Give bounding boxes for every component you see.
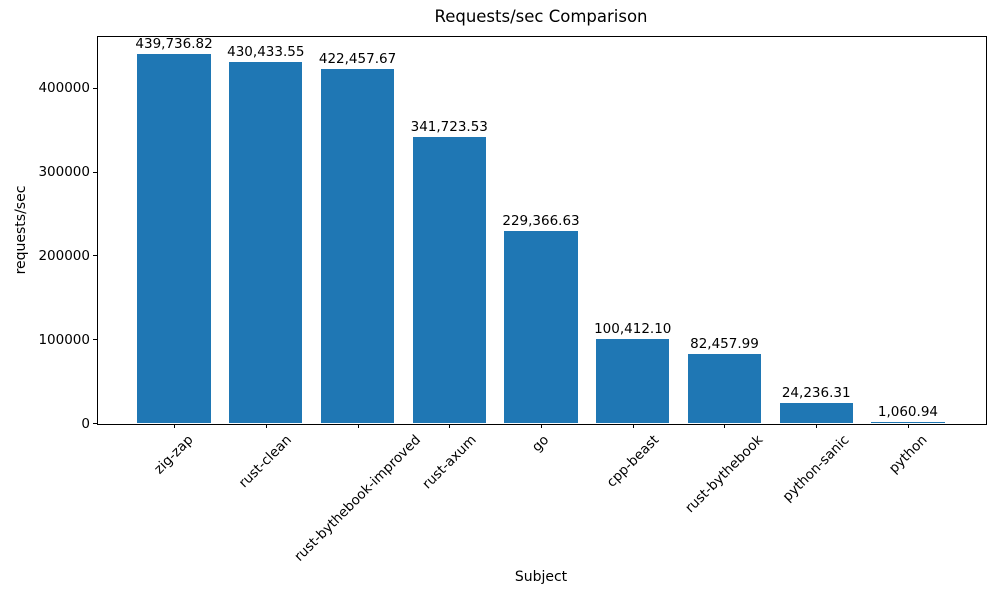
y-tick-label: 300000 — [38, 164, 90, 181]
bar — [779, 402, 853, 423]
x-tick-label: zig-zap — [151, 432, 197, 478]
x-tick-label: cpp-beast — [603, 432, 663, 491]
x-tick-label: rust-axum — [419, 432, 480, 493]
x-tick-label: go — [529, 432, 553, 456]
bar-value-label: 439,736.82 — [135, 36, 213, 53]
bar — [229, 62, 303, 423]
bar-value-label: 100,412.10 — [594, 320, 672, 337]
y-tick-label: 400000 — [38, 80, 90, 97]
bar — [687, 353, 762, 423]
x-tick-mark — [724, 424, 726, 428]
x-tick-label: rust-bythebook — [682, 432, 767, 517]
y-tick-mark — [93, 423, 97, 424]
bar — [137, 54, 211, 423]
y-axis-label: requests/sec — [13, 185, 29, 275]
x-tick-mark — [265, 424, 267, 428]
x-tick-label: python-sanic — [779, 432, 853, 505]
x-tick-mark — [632, 424, 634, 428]
x-axis-label: Subject — [514, 569, 568, 585]
x-tick-label: rust-bythebook-improved — [291, 432, 424, 565]
x-tick-mark — [907, 424, 909, 428]
x-tick-label: rust-clean — [235, 432, 296, 492]
x-tick-mark — [541, 424, 542, 428]
y-tick-label: 200000 — [38, 247, 90, 264]
y-tick-mark — [93, 255, 97, 257]
x-tick-mark — [357, 424, 359, 428]
x-tick-mark — [174, 424, 176, 428]
bar-value-label: 430,433.55 — [227, 44, 305, 61]
bar-value-label: 341,723.53 — [410, 118, 488, 135]
bar — [412, 136, 486, 423]
bar — [504, 230, 578, 423]
y-tick-mark — [93, 171, 97, 173]
x-tick-mark — [449, 424, 451, 428]
bar-value-label: 1,060.94 — [877, 404, 938, 421]
bar-value-label: 24,236.31 — [781, 384, 851, 401]
y-tick-label: 0 — [81, 415, 90, 432]
bar-value-label: 422,457.67 — [318, 50, 397, 67]
chart-title: Requests/sec Comparison — [434, 7, 648, 26]
bar — [320, 68, 395, 423]
y-tick-mark — [93, 339, 97, 341]
y-tick-label: 100000 — [38, 331, 90, 348]
bar-value-label: 82,457.99 — [690, 335, 759, 352]
x-tick-label: python — [885, 432, 931, 477]
bar — [871, 422, 945, 424]
bar-value-label: 229,366.63 — [502, 212, 580, 229]
x-tick-mark — [816, 424, 818, 428]
bar — [596, 338, 670, 423]
y-tick-mark — [93, 87, 97, 89]
